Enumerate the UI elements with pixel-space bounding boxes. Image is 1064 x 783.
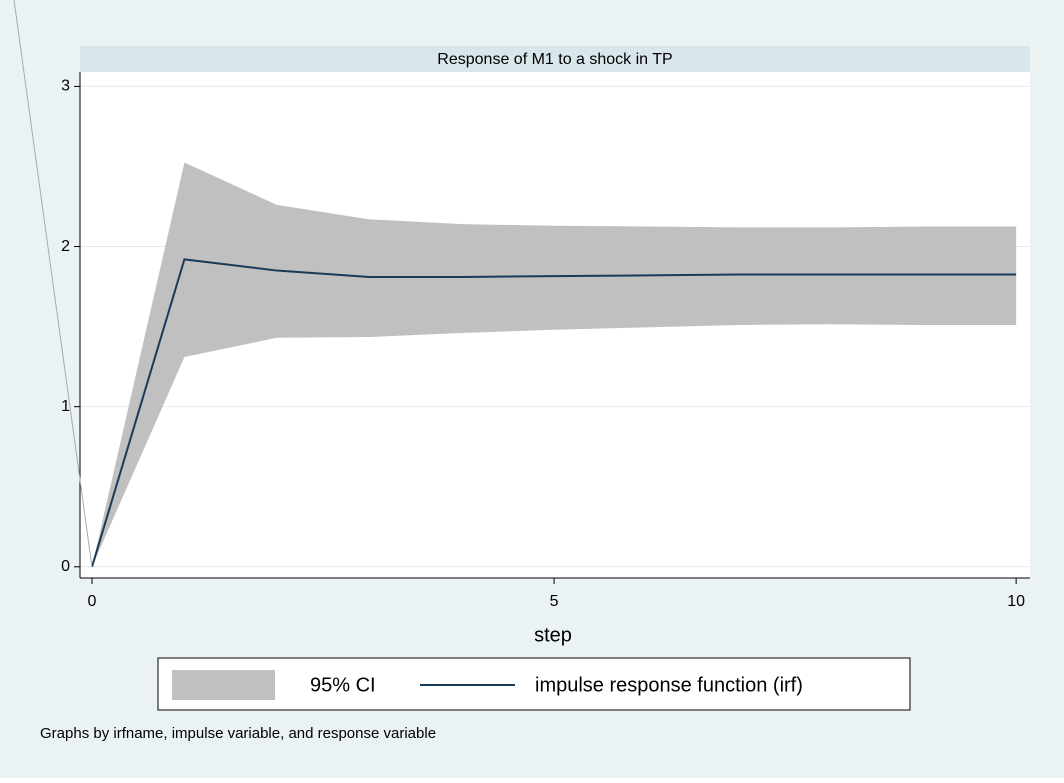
- legend-label: 95% CI: [310, 674, 376, 696]
- irf-line: [91, 258, 1017, 568]
- ci-band: [92, 162, 1017, 567]
- y-tick-label: 3: [61, 78, 70, 95]
- x-tick-label: 10: [1007, 593, 1025, 610]
- legend-swatch: [172, 670, 275, 700]
- legend: [157, 657, 911, 711]
- legend-label: impulse response function (irf): [535, 674, 803, 696]
- y-tick-label: 1: [61, 398, 70, 415]
- note: Graphs by irfname, impulse variable, and…: [40, 725, 436, 742]
- title-strip: [80, 46, 1030, 72]
- y-tick-label: 2: [61, 238, 70, 255]
- chart-title: Response of M1 to a shock in TP: [437, 51, 672, 68]
- y-tick-label: 0: [61, 558, 70, 575]
- x-tick-label: 0: [88, 593, 97, 610]
- x-axis-title: step: [534, 624, 572, 646]
- decoration-line: [13, 0, 93, 568]
- x-tick-label: 5: [550, 593, 559, 610]
